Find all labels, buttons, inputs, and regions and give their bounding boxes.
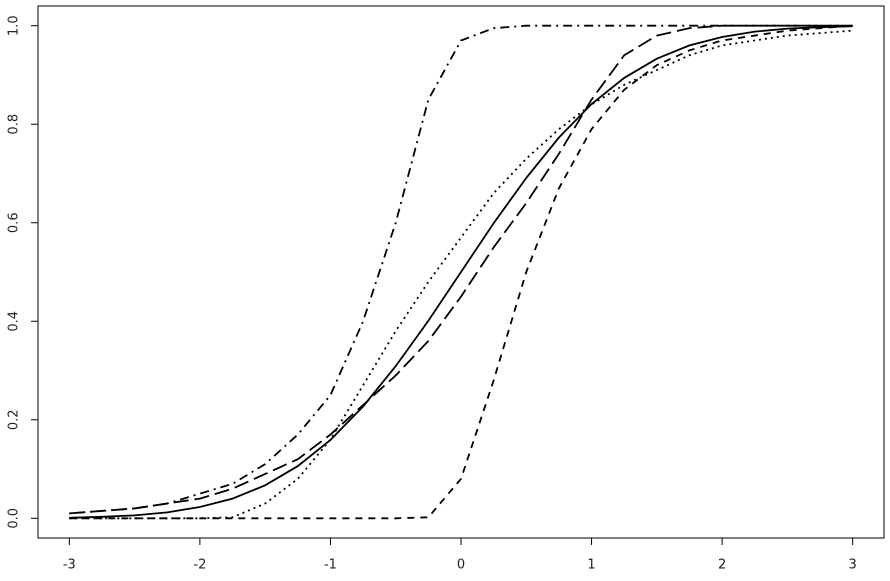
curve (69, 24, 853, 515)
x-tick-label: 0 (457, 558, 465, 573)
y-tick-label: 0.6 (7, 212, 22, 233)
y-tick-label: 0.4 (7, 311, 22, 332)
curve (69, 24, 853, 515)
x-tick-label: -2 (193, 558, 206, 573)
y-tick-label: 0.8 (7, 114, 22, 135)
x-tick-label: 2 (718, 558, 726, 573)
curve (69, 29, 853, 520)
x-tick-label: 1 (587, 558, 595, 573)
x-tick-label: 3 (849, 558, 857, 573)
y-tick-label: 0.0 (7, 508, 22, 529)
y-tick-label: 0.2 (7, 409, 22, 430)
curve (69, 24, 853, 520)
x-tick-label: -1 (324, 558, 337, 573)
curve (69, 25, 853, 519)
y-tick-label: 1.0 (7, 15, 22, 36)
x-tick-label: -3 (63, 558, 76, 573)
